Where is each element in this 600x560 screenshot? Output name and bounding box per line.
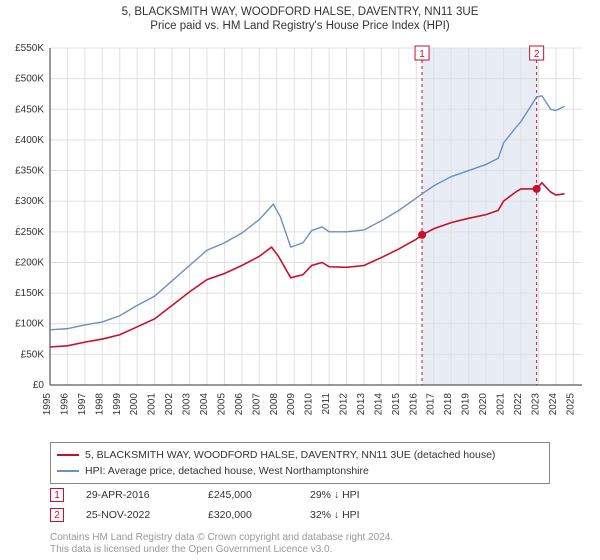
chart-area: £0 £50K £100K £150K £200K £250K £300K £350K £400…	[0, 40, 600, 430]
svg-text:£400K: £400K	[15, 135, 44, 146]
svg-text:2023: 2023	[530, 393, 541, 416]
footnote-line-2: This data is licensed under the Open Gov…	[50, 544, 393, 556]
svg-text:£100K: £100K	[15, 319, 44, 330]
event-number: 2	[50, 508, 64, 522]
event-date: 29-APR-2016	[86, 485, 186, 505]
svg-text:2014: 2014	[373, 393, 384, 416]
series-marker	[418, 231, 426, 239]
footnote-line-1: Contains HM Land Registry data © Crown c…	[50, 532, 393, 544]
legend-item: HPI: Average price, detached house, West…	[57, 463, 543, 479]
event-pct: 32% ↓ HPI	[310, 505, 410, 525]
svg-text:£500K: £500K	[15, 74, 44, 85]
event-row: 2 25-NOV-2022 £320,000 32% ↓ HPI	[50, 505, 570, 525]
svg-text:1997: 1997	[77, 393, 88, 416]
svg-text:2022: 2022	[513, 393, 524, 416]
legend-label: HPI: Average price, detached house, West…	[85, 463, 369, 479]
svg-text:2004: 2004	[199, 393, 210, 416]
svg-text:1998: 1998	[94, 393, 105, 416]
svg-text:£350K: £350K	[15, 166, 44, 177]
legend-item: 5, BLACKSMITH WAY, WOODFORD HALSE, DAVEN…	[57, 447, 543, 463]
svg-text:2018: 2018	[443, 393, 454, 416]
svg-text:2: 2	[534, 49, 540, 60]
price-chart: £0 £50K £100K £150K £200K £250K £300K £350K £400…	[0, 40, 600, 430]
svg-text:1996: 1996	[59, 393, 70, 416]
svg-text:£550K: £550K	[15, 43, 44, 54]
footnote: Contains HM Land Registry data © Crown c…	[50, 532, 393, 556]
svg-text:£300K: £300K	[15, 196, 44, 207]
svg-text:2002: 2002	[164, 393, 175, 416]
svg-text:2020: 2020	[478, 393, 489, 416]
legend-label: 5, BLACKSMITH WAY, WOODFORD HALSE, DAVEN…	[85, 447, 495, 463]
svg-text:2003: 2003	[182, 393, 193, 416]
svg-text:£150K: £150K	[15, 288, 44, 299]
svg-text:2009: 2009	[286, 393, 297, 416]
svg-text:2011: 2011	[321, 393, 332, 415]
svg-text:2005: 2005	[216, 393, 227, 416]
chart-titles: 5, BLACKSMITH WAY, WOODFORD HALSE, DAVEN…	[0, 0, 600, 32]
event-price: £320,000	[208, 505, 288, 525]
svg-text:2007: 2007	[251, 393, 262, 416]
svg-text:£450K: £450K	[15, 104, 44, 115]
chart-title-main: 5, BLACKSMITH WAY, WOODFORD HALSE, DAVEN…	[0, 6, 600, 18]
svg-text:2021: 2021	[496, 393, 507, 416]
svg-text:1: 1	[419, 49, 425, 60]
event-date: 25-NOV-2022	[86, 505, 186, 525]
event-pct: 29% ↓ HPI	[310, 485, 410, 505]
svg-text:2008: 2008	[269, 393, 280, 416]
svg-text:2019: 2019	[461, 393, 472, 416]
legend: 5, BLACKSMITH WAY, WOODFORD HALSE, DAVEN…	[50, 442, 550, 484]
svg-text:1999: 1999	[112, 393, 123, 416]
svg-text:2015: 2015	[391, 393, 402, 416]
svg-text:2025: 2025	[565, 393, 576, 416]
svg-text:1995: 1995	[42, 393, 53, 416]
svg-text:£250K: £250K	[15, 227, 44, 238]
svg-text:2006: 2006	[234, 393, 245, 416]
event-price: £245,000	[208, 485, 288, 505]
event-row: 1 29-APR-2016 £245,000 29% ↓ HPI	[50, 485, 570, 505]
svg-text:2012: 2012	[339, 393, 350, 416]
svg-text:£50K: £50K	[21, 349, 45, 360]
svg-text:2010: 2010	[304, 393, 315, 416]
series-marker	[533, 185, 541, 193]
event-markers-table: 1 29-APR-2016 £245,000 29% ↓ HPI 2 25-NOV-202…	[50, 485, 570, 525]
svg-text:2024: 2024	[548, 393, 559, 416]
event-number: 1	[50, 488, 64, 502]
chart-title-sub: Price paid vs. HM Land Registry's House …	[0, 20, 600, 32]
legend-swatch	[57, 454, 79, 456]
legend-swatch	[57, 470, 79, 472]
svg-text:2017: 2017	[426, 393, 437, 416]
svg-text:2001: 2001	[147, 393, 158, 416]
svg-text:2013: 2013	[356, 393, 367, 416]
svg-text:2016: 2016	[408, 393, 419, 416]
svg-text:£200K: £200K	[15, 257, 44, 268]
svg-text:£0: £0	[33, 380, 45, 391]
svg-text:2000: 2000	[129, 393, 140, 416]
